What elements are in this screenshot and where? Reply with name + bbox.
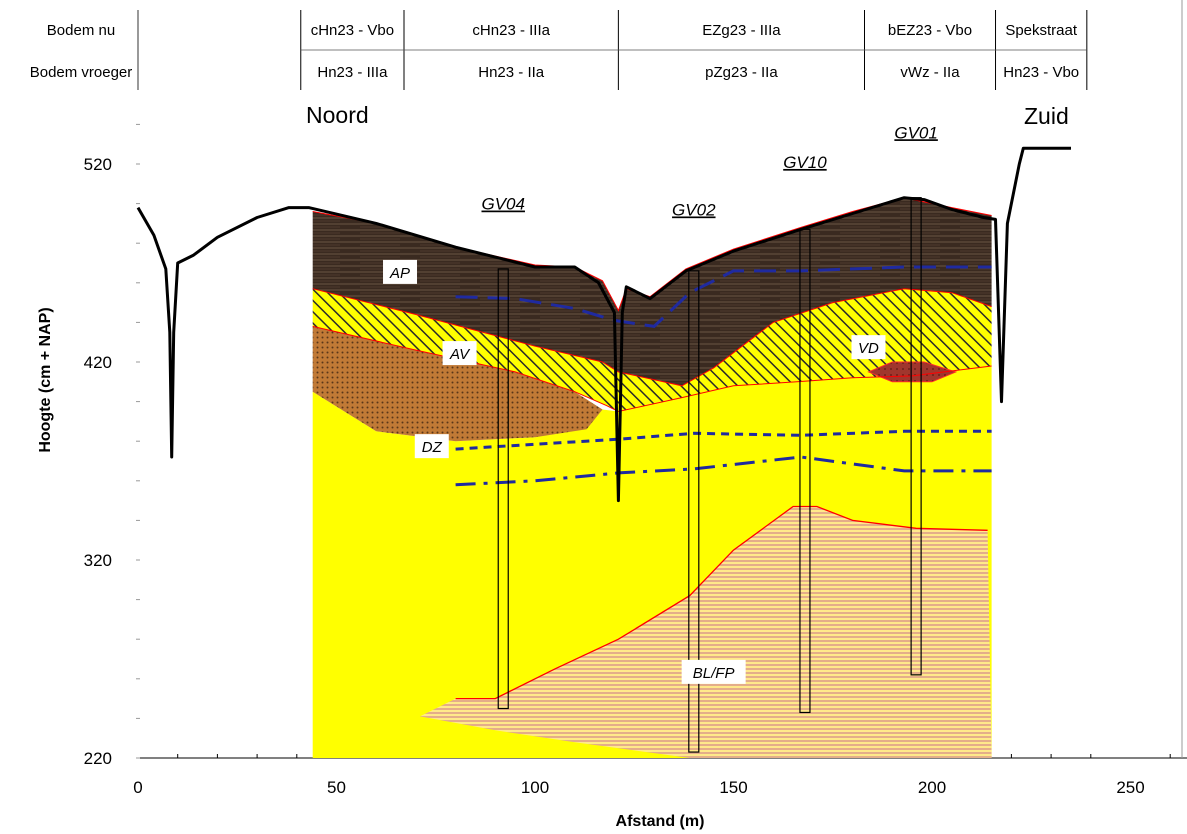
x-tick-label: 250 <box>1116 778 1144 797</box>
ap-av-boundary <box>312 288 992 387</box>
y-tick-label: 320 <box>84 551 112 570</box>
x-tick-label: 150 <box>719 778 747 797</box>
x-tick-label: 200 <box>918 778 946 797</box>
unit-label: AP <box>389 265 410 282</box>
table-cell: Hn23 - IIIa <box>317 64 388 81</box>
soil-layers <box>312 197 992 758</box>
table-cell: vWz - IIa <box>900 64 960 81</box>
groundwater-line <box>455 429 992 451</box>
unit-label-box <box>414 434 449 459</box>
boundaries <box>136 146 1071 700</box>
labels: AP AV VD DZ BL/FP <box>383 259 886 684</box>
unit-label: DZ <box>422 439 443 456</box>
table-cell: cHn23 - Vbo <box>311 22 394 39</box>
table-row-label: Bodem vroeger <box>30 64 133 81</box>
borehole-label: GV10 <box>783 153 827 172</box>
ap-layer <box>312 197 992 386</box>
groundwater-line <box>455 265 992 328</box>
direction-left-label: Noord <box>306 102 369 128</box>
table-cell: Hn23 - IIa <box>478 64 545 81</box>
borehole-column <box>910 197 922 676</box>
unit-label: VD <box>858 340 879 357</box>
x-tick-label: 0 <box>133 778 142 797</box>
surface-profile-line <box>136 146 1071 503</box>
table-row-label: Bodem nu <box>47 22 115 39</box>
borehole-label: GV01 <box>894 123 937 142</box>
unit-label-box <box>851 335 886 360</box>
unit-label-box <box>442 341 477 366</box>
groundwater-line <box>455 455 992 487</box>
unit-label-box <box>383 259 418 284</box>
table-cell: pZg23 - IIa <box>705 64 778 81</box>
x-axis-title: Afstand (m) <box>616 813 705 830</box>
table-cell: EZg23 - IIIa <box>702 22 781 39</box>
table-cell: bEZ23 - Vbo <box>888 22 972 39</box>
table-cell: Hn23 - Vbo <box>1003 64 1079 81</box>
boreholes: GV04 GV02 GV10 GV01 <box>481 123 938 753</box>
borehole-column <box>688 270 700 753</box>
borehole-column <box>497 268 509 710</box>
clay-peat-boundary <box>455 505 988 700</box>
brown-sand-layer <box>312 326 603 442</box>
x-tick-label: 100 <box>521 778 549 797</box>
y-axis-title: Hoogte (cm + NAP) <box>37 307 54 452</box>
y-tick-label: 220 <box>84 749 112 768</box>
bl-fp-layer <box>419 506 992 758</box>
y-tick-label: 420 <box>84 353 112 372</box>
av-layer <box>312 288 992 412</box>
borehole-label: GV04 <box>481 195 524 214</box>
table-cell: Spekstraat <box>1005 22 1078 39</box>
direction-right-label: Zuid <box>1024 103 1069 129</box>
borehole-label: GV02 <box>672 200 716 219</box>
table-cell: cHn23 - IIIa <box>472 22 550 39</box>
y-tick-label: 520 <box>84 155 112 174</box>
unit-label: AV <box>449 346 471 363</box>
unit-label-box <box>681 659 746 684</box>
x-tick-label: 50 <box>327 778 346 797</box>
unit-label: BL/FP <box>693 665 735 682</box>
soil-table: Bodem nu cHn23 - Vbo cHn23 - IIIa EZg23 - I… <box>30 10 1088 90</box>
borehole-column <box>799 228 811 714</box>
